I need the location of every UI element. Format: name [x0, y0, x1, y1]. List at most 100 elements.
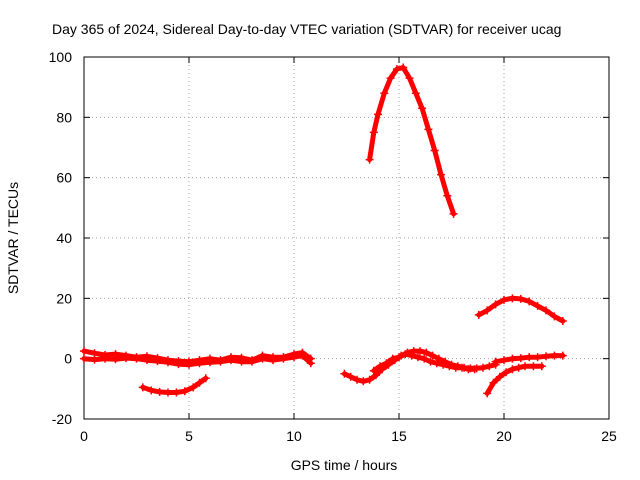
data-point — [542, 352, 550, 361]
data-point — [155, 387, 164, 396]
data-point — [206, 358, 214, 367]
data-point — [516, 294, 525, 303]
data-point — [420, 354, 429, 363]
data-point — [306, 359, 315, 368]
data-point — [147, 386, 156, 395]
data-point — [483, 389, 492, 398]
data-point — [369, 128, 378, 137]
data-point — [508, 354, 517, 363]
data-point — [479, 363, 487, 372]
data-point — [227, 356, 235, 365]
data-point — [418, 104, 427, 113]
data-point — [500, 356, 508, 365]
data-point — [111, 355, 120, 364]
data-point — [189, 383, 198, 392]
data-point — [514, 363, 523, 372]
data-point — [445, 362, 454, 371]
data-point — [164, 358, 172, 367]
data-point — [248, 357, 256, 366]
data-point — [269, 356, 277, 365]
series-arc-near-zero-a-bottom — [80, 351, 315, 369]
data-point — [392, 65, 401, 74]
x-axis-label: GPS time / hours — [291, 457, 398, 473]
data-point — [185, 360, 193, 369]
data-point — [80, 347, 88, 356]
data-point — [470, 365, 479, 374]
data-point — [195, 359, 204, 368]
grid-lines — [84, 57, 609, 419]
data-point — [558, 316, 567, 325]
data-point — [500, 295, 508, 304]
series-arc-evening-rise — [483, 362, 546, 398]
data-point — [237, 357, 246, 366]
data-point — [369, 366, 378, 375]
data-point — [516, 354, 525, 363]
data-point — [371, 371, 380, 380]
data-point — [430, 146, 439, 155]
data-point — [485, 362, 494, 371]
x-tick-label: 15 — [391, 428, 407, 444]
series-arc-evening-flat — [491, 351, 567, 366]
y-tick-label: 60 — [56, 170, 72, 186]
data-point — [508, 365, 517, 374]
data-point — [138, 383, 147, 392]
data-point — [489, 378, 498, 387]
chart-title: Day 365 of 2024, Sidereal Day-to-day VTE… — [52, 21, 561, 37]
x-tick-label: 25 — [601, 428, 617, 444]
data-point — [502, 368, 511, 377]
data-point — [424, 125, 433, 134]
data-point — [449, 209, 458, 218]
data-point — [525, 297, 534, 306]
y-tick-label: -20 — [52, 411, 72, 427]
data-point — [550, 312, 559, 321]
data-point — [298, 351, 307, 360]
data-point — [483, 306, 492, 315]
data-point — [491, 300, 500, 309]
data-point — [458, 363, 466, 372]
data-point — [428, 351, 437, 360]
data-point — [495, 372, 504, 381]
x-tick-label: 10 — [286, 428, 302, 444]
x-tick-label: 0 — [80, 428, 88, 444]
data-point — [405, 74, 414, 83]
data-point — [90, 355, 99, 364]
x-tick-label: 5 — [185, 428, 193, 444]
data-point — [340, 369, 349, 378]
y-tick-label: 100 — [49, 49, 73, 65]
data-point — [195, 378, 204, 387]
data-point — [164, 388, 172, 397]
data-point — [380, 89, 389, 98]
y-tick-label: 20 — [56, 290, 72, 306]
data-point — [407, 351, 416, 360]
y-tick-label: 80 — [56, 109, 72, 125]
data-point — [346, 372, 355, 381]
series-arc-afternoon-b — [369, 350, 479, 375]
data-point — [437, 170, 445, 179]
data-point — [525, 353, 534, 362]
x-tick-labels: 0 5 10 15 20 25 — [80, 428, 617, 444]
data-point — [365, 375, 374, 384]
data-point — [533, 301, 542, 310]
data-point — [550, 351, 559, 360]
data-point — [558, 351, 567, 360]
data-point — [353, 375, 361, 384]
data-point — [365, 155, 374, 164]
data-point — [537, 362, 546, 371]
data-point — [521, 362, 529, 371]
data-point — [132, 354, 141, 363]
y-tick-labels: -20 0 20 40 60 80 100 — [49, 49, 73, 427]
y-tick-label: 0 — [64, 351, 72, 367]
data-point — [401, 350, 410, 359]
data-point — [529, 362, 538, 371]
data-point — [376, 362, 385, 371]
data-point — [474, 310, 483, 319]
data-point — [388, 354, 397, 363]
data-point — [432, 359, 441, 368]
series-arc-low-dip — [138, 374, 210, 397]
data-point — [174, 360, 183, 369]
y-axis-label: SDTVAR / TECUs — [5, 182, 21, 294]
data-point — [382, 359, 391, 368]
data-point — [216, 357, 225, 366]
